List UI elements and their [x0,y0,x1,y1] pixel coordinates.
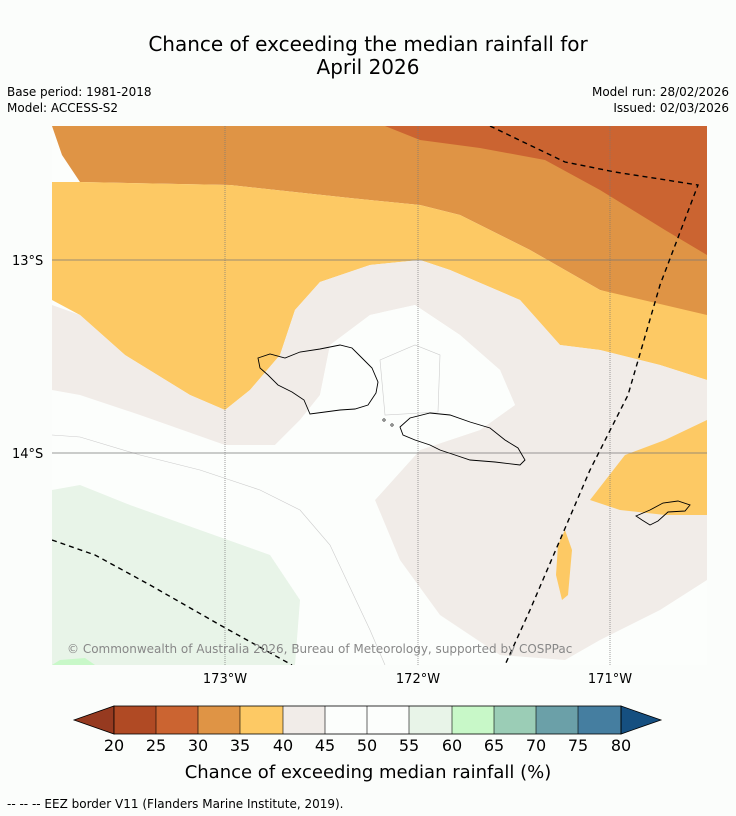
eez-border-east [489,126,699,665]
region-30-35 [52,126,707,320]
colorbar-tick-75: 75 [567,736,589,755]
region-35-40-east [590,420,707,515]
eez-border-southwest [52,539,293,665]
savaii-island [257,344,379,415]
model-run: Model run: 28/02/2026 [591,85,729,99]
title-line-1: Chance of exceeding the median rainfall … [148,32,588,56]
colorbar-50-55 [367,706,409,734]
lon-label-172w: 172°W [396,672,440,687]
colorbar-tick-45: 45 [314,736,336,755]
colorbar [72,705,663,735]
region-25-30 [385,126,707,255]
region-40-45 [52,260,707,660]
region-35-40-small [556,530,572,600]
model-name: Model: ACCESS-S2 [7,101,119,115]
colorbar-tick-80: 80 [610,736,632,755]
tutuila-island [635,500,691,526]
lon-label-173w: 173°W [203,672,247,687]
colorbar-above-80 [620,705,663,735]
colorbar-60-65 [452,706,494,734]
map-attribution: © Commonwealth of Australia 2026, Bureau… [67,642,572,656]
colorbar-tick-30: 30 [187,736,209,755]
region-45-55-inner [275,305,515,500]
colorbar-title: Chance of exceeding median rainfall (%) [184,762,552,783]
lat-label-14s: 14°S [12,447,43,462]
colorbar-tick-20: 20 [103,736,125,755]
colorbar-below-20 [72,705,115,735]
colorbar-tick-60: 60 [441,736,463,755]
region-60-65 [52,658,95,665]
base-period: Base period: 1981-2018 [7,85,152,99]
colorbar-35-40 [240,706,283,734]
colorbar-40-45 [283,706,325,734]
issued-date: Issued: 02/03/2026 [613,101,729,115]
lon-label-171w: 171°W [588,672,632,687]
colorbar-45-50 [325,706,367,734]
title-line-2: April 2026 [316,55,420,79]
colorbar-tick-65: 65 [483,736,505,755]
colorbar-65-70 [494,706,536,734]
colorbar-55-60 [409,706,452,734]
region-55-60 [52,485,300,665]
colorbar-tick-70: 70 [525,736,547,755]
colorbar-30-35 [198,706,240,734]
colorbar-tick-55: 55 [398,736,420,755]
colorbar-tick-25: 25 [145,736,167,755]
colorbar-tick-35: 35 [229,736,251,755]
colorbar-tick-40: 40 [272,736,294,755]
eez-legend-note: -- -- -- EEZ border V11 (Flanders Marine… [7,797,344,811]
colorbar-25-30 [156,706,198,734]
lat-label-13s: 13°S [12,254,43,269]
colorbar-tick-50: 50 [356,736,378,755]
region-35-40 [52,182,707,410]
colorbar-70-75 [536,706,578,734]
colorbar-75-80 [578,706,621,734]
upolu-island [399,412,526,466]
colorbar-20-25 [114,706,156,734]
